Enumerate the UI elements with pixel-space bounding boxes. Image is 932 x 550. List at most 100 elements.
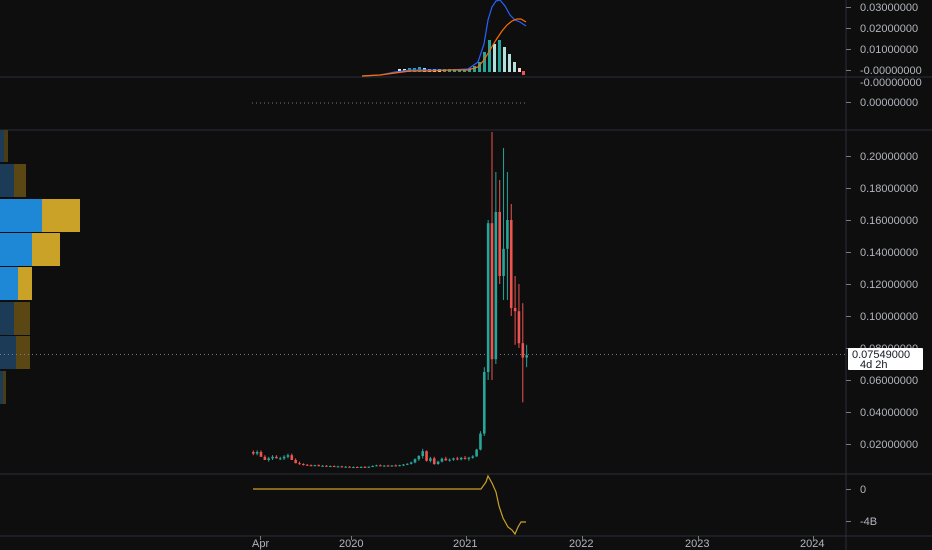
candle-body xyxy=(517,311,521,344)
candle-body xyxy=(325,465,328,467)
macd-line xyxy=(361,0,527,77)
candle-body xyxy=(432,458,436,464)
candle-body xyxy=(294,460,297,464)
candle-body xyxy=(302,464,305,465)
candle-body xyxy=(340,466,344,468)
time-label: 2024 xyxy=(800,538,824,550)
price-tick-label: 0.10000000 xyxy=(860,311,918,323)
volume-profile-bar xyxy=(0,199,42,232)
macd-hist-bar xyxy=(508,54,511,72)
time-label: Apr xyxy=(252,538,269,550)
macd-tick-label: 0.01000000 xyxy=(860,44,918,56)
indicator-line xyxy=(253,474,526,536)
candle-body xyxy=(355,467,359,469)
candle-body xyxy=(252,452,255,454)
candle-body xyxy=(305,464,309,466)
candle-body xyxy=(375,465,378,467)
candle-body xyxy=(459,457,463,460)
price-tick-label: 0.02000000 xyxy=(860,439,918,451)
indicator-tick-label: 0.00000000 xyxy=(860,97,918,109)
time-axis[interactable]: Apr 2020 2021 2022 2023 2024 xyxy=(252,536,824,550)
price-tick-label: 0.18000000 xyxy=(860,183,918,195)
candle-body xyxy=(486,223,490,372)
candle-body xyxy=(313,465,317,467)
candle-body xyxy=(409,462,413,464)
volume-profile-bar xyxy=(0,233,32,266)
candle-body xyxy=(263,456,267,460)
volume-profile-bar xyxy=(0,302,14,335)
macd-axis[interactable]: 0.03000000 0.02000000 0.01000000 -0.0000… xyxy=(846,2,922,77)
macd-hist-bar xyxy=(522,71,525,75)
macd-hist-bar xyxy=(473,66,476,72)
volume-profile-bar xyxy=(4,130,8,162)
candle-body xyxy=(278,458,282,460)
candle-body xyxy=(379,465,382,467)
time-label: 2020 xyxy=(339,538,363,550)
volume-profile-bar xyxy=(3,371,6,404)
time-label: 2021 xyxy=(453,538,477,550)
candle-body xyxy=(398,465,401,467)
macd-hist-bar xyxy=(498,40,501,72)
candle-body xyxy=(367,466,371,468)
candle-body xyxy=(440,458,444,462)
macd-tick-label: -0.00000000 xyxy=(860,65,922,77)
volume-profile-bar xyxy=(0,267,18,300)
price-tick-label: 0.16000000 xyxy=(860,215,918,227)
price-tick-label: 0.04000000 xyxy=(860,407,918,419)
candle-body xyxy=(421,451,424,456)
bottom-tick-label: 0 xyxy=(860,484,866,496)
volume-profile-bar xyxy=(16,336,30,369)
time-label: 2023 xyxy=(685,538,709,550)
macd-tick-label: 0.02000000 xyxy=(860,23,918,35)
bottom-indicator-axis[interactable]: 0 -4B xyxy=(846,484,877,528)
macd-hist-bar xyxy=(518,68,521,72)
candle-body xyxy=(371,465,374,467)
candle-body xyxy=(394,465,398,467)
candle-body xyxy=(406,463,409,465)
candle-body xyxy=(490,223,494,360)
candle-body xyxy=(282,456,286,459)
candle-body xyxy=(525,355,528,358)
candle-body xyxy=(513,308,517,312)
price-axis[interactable]: 0.20000000 0.18000000 0.16000000 0.14000… xyxy=(846,151,923,451)
candle-body xyxy=(390,465,394,467)
volume-profile xyxy=(0,130,80,404)
candlestick-series xyxy=(252,132,528,469)
candle-body xyxy=(344,466,347,468)
candle-body xyxy=(332,466,336,468)
candle-body xyxy=(348,466,351,468)
candle-body xyxy=(436,461,440,464)
last-price-tag[interactable] xyxy=(848,348,923,370)
macd-hist-bar xyxy=(493,44,496,72)
candle-body xyxy=(494,212,498,360)
candle-body xyxy=(286,455,290,457)
candle-body xyxy=(498,212,501,276)
candle-body xyxy=(521,343,525,358)
candle-body xyxy=(475,449,478,457)
candle-body xyxy=(456,458,459,460)
candle-body xyxy=(506,220,509,249)
macd-hist-bar xyxy=(503,47,506,72)
candle-body xyxy=(363,466,367,468)
candle-body xyxy=(359,466,363,468)
volume-profile-bar xyxy=(0,336,16,369)
candle-body xyxy=(483,372,486,434)
volume-profile-bar xyxy=(42,199,80,232)
candle-body xyxy=(467,457,471,459)
candle-body xyxy=(298,463,301,465)
macd-tick-label: 0.03000000 xyxy=(860,2,918,14)
price-tick-label: 0.14000000 xyxy=(860,247,918,259)
volume-profile-bar xyxy=(0,164,14,197)
candle-body xyxy=(271,456,274,459)
candle-body xyxy=(336,466,340,468)
indicator-axis[interactable]: -0.00000000 0.00000000 xyxy=(846,77,922,109)
macd-hist-bar xyxy=(483,52,486,72)
candle-body xyxy=(321,465,324,467)
macd-hist-bar xyxy=(488,40,491,72)
candle-body xyxy=(290,455,294,460)
macd-pane xyxy=(361,0,527,77)
candle-body xyxy=(479,433,482,450)
time-label: 2022 xyxy=(569,538,593,550)
